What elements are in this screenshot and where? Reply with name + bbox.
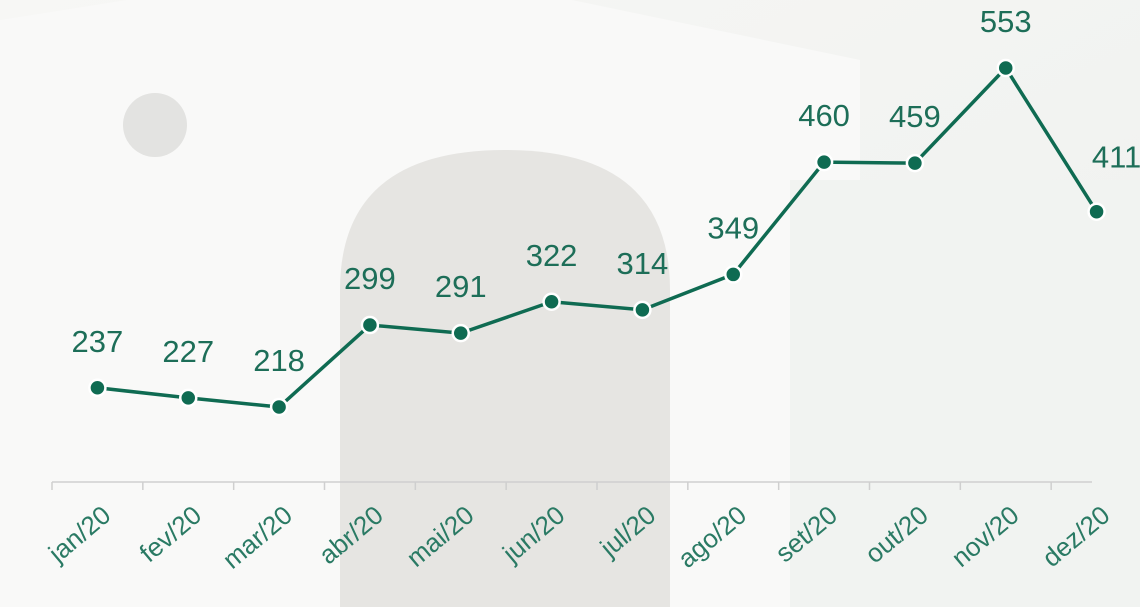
value-label: 299 xyxy=(344,261,396,296)
point xyxy=(634,302,650,318)
value-label: 218 xyxy=(253,343,305,378)
point xyxy=(816,154,832,170)
point xyxy=(180,390,196,406)
value-label: 459 xyxy=(889,99,941,134)
point xyxy=(907,155,923,171)
point xyxy=(89,380,105,396)
point xyxy=(998,60,1014,76)
value-label: 460 xyxy=(798,98,850,133)
point xyxy=(725,266,741,282)
value-label: 227 xyxy=(162,334,214,369)
value-label: 291 xyxy=(435,269,487,304)
point xyxy=(1089,204,1105,220)
value-label: 349 xyxy=(707,210,759,245)
value-label: 411 xyxy=(1092,140,1140,175)
point xyxy=(362,317,378,333)
value-label: 237 xyxy=(72,324,124,359)
point xyxy=(544,294,560,310)
chart: jan/20fev/20mar/20abr/20mai/20jun/20jul/… xyxy=(0,0,1140,607)
value-label: 314 xyxy=(617,246,669,281)
value-label: 322 xyxy=(526,238,578,273)
value-label: 553 xyxy=(980,4,1032,39)
point xyxy=(271,399,287,415)
house-window xyxy=(123,93,187,157)
point xyxy=(453,325,469,341)
